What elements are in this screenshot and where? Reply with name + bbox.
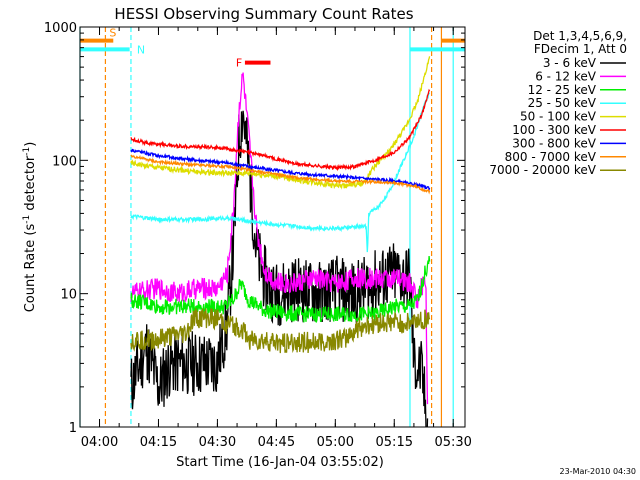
y-label-sup1: -1 bbox=[22, 215, 32, 224]
series-line-2 bbox=[130, 72, 429, 405]
series-line-8 bbox=[130, 154, 431, 195]
y-tick-label-4: 1000 bbox=[44, 21, 77, 36]
legend-label-7: 300 - 800 keV bbox=[512, 136, 596, 150]
x-axis-label: Start Time (16-Jan-04 03:55:02) bbox=[176, 455, 384, 470]
legend-label-8: 800 - 7000 keV bbox=[505, 150, 597, 164]
legend-header-line-2: FDecim 1, Att 0 bbox=[534, 42, 627, 56]
x-tick-label-4: 04:45 bbox=[258, 435, 295, 450]
series-line-7 bbox=[130, 148, 431, 192]
y-tick-label-2: 10 bbox=[60, 288, 77, 303]
vertical-markers bbox=[79, 27, 454, 427]
y-label-mid: detector bbox=[23, 155, 38, 215]
legend-label-3: 12 - 25 keV bbox=[528, 83, 597, 97]
legend-label-4: 25 - 50 keV bbox=[528, 96, 597, 110]
legend-label-1: 3 - 6 keV bbox=[543, 56, 597, 70]
axis-ticks: 04:00 04:15 04:30 04:45 05:00 05:15 05:30 1 10 10… bbox=[44, 21, 472, 450]
legend-label-5: 50 - 100 keV bbox=[520, 110, 597, 124]
y-tick-label-1: 1 bbox=[69, 421, 77, 436]
series-line-4 bbox=[130, 92, 431, 253]
series-line-1 bbox=[130, 110, 429, 427]
legend-label-2: 6 - 12 keV bbox=[535, 69, 597, 83]
y-tick-label-3: 100 bbox=[52, 154, 77, 169]
x-tick-label-3: 04:30 bbox=[199, 435, 236, 450]
y-label-sup2: -1 bbox=[22, 147, 32, 156]
legend: Det 1,3,4,5,6,9, FDecim 1, Att 0 3 - 6 k… bbox=[489, 29, 627, 177]
x-tick-label-1: 04:00 bbox=[81, 435, 118, 450]
series-layer bbox=[130, 56, 431, 427]
timestamp: 23-Mar-2010 04:30 bbox=[560, 467, 637, 476]
y-label-post: ) bbox=[23, 142, 38, 147]
chart-title: HESSI Observing Summary Count Rates bbox=[114, 5, 413, 23]
series-line-9 bbox=[130, 308, 431, 354]
flag-layer: S N F bbox=[80, 27, 465, 70]
x-tick-label-7: 05:30 bbox=[434, 435, 471, 450]
series-line-5 bbox=[130, 56, 431, 190]
flag-label-n: N bbox=[137, 43, 145, 56]
x-tick-label-6: 05:15 bbox=[376, 435, 413, 450]
legend-label-6: 100 - 300 keV bbox=[512, 123, 596, 137]
legend-label-9: 7000 - 20000 keV bbox=[489, 163, 596, 177]
plot-frame bbox=[79, 26, 466, 428]
flag-label-s: S bbox=[109, 27, 116, 40]
x-tick-label-5: 05:00 bbox=[317, 435, 354, 450]
x-tick-label-2: 04:15 bbox=[140, 435, 177, 450]
series-line-6 bbox=[130, 88, 431, 172]
flag-label-f: F bbox=[236, 57, 242, 70]
y-axis-label: Count Rate (s-1 detector-1) bbox=[22, 142, 38, 313]
y-label-pre: Count Rate (s bbox=[23, 224, 38, 313]
legend-header-line-1: Det 1,3,4,5,6,9, bbox=[533, 29, 627, 43]
